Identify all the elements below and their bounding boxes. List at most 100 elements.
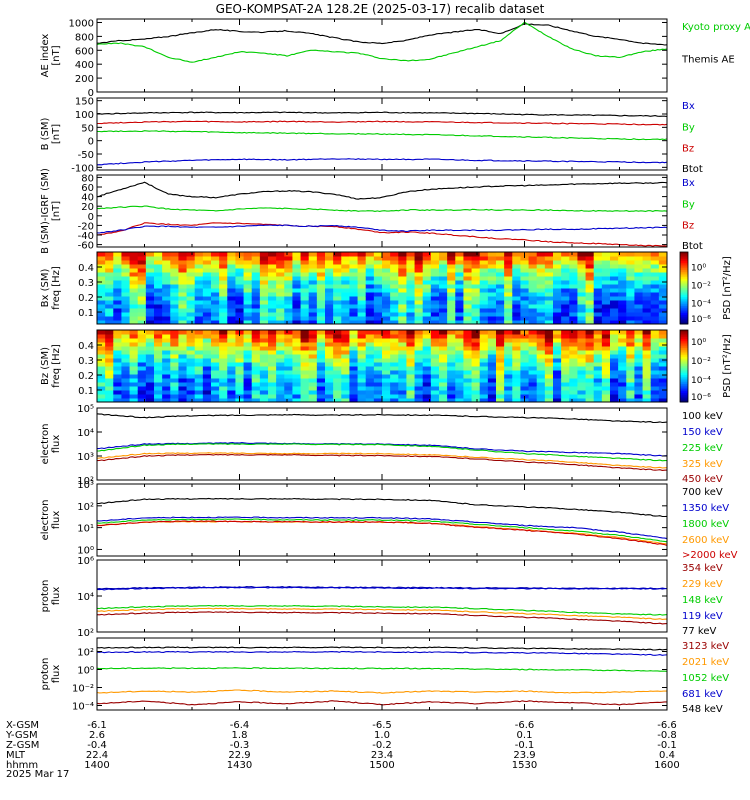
heatmap-cell <box>202 320 212 325</box>
heatmap-cell <box>601 284 611 289</box>
heatmap-cell <box>382 350 391 355</box>
heatmap-cell <box>479 272 489 277</box>
heatmap-cell <box>528 272 538 277</box>
heatmap-cell <box>626 398 635 403</box>
heatmap-cell <box>202 386 212 391</box>
heatmap-cell <box>341 378 350 383</box>
heatmap-cell <box>430 256 440 261</box>
heatmap-cell <box>447 366 456 371</box>
heatmap-cell <box>349 342 359 347</box>
heatmap-cell <box>186 292 196 297</box>
heatmap-cell <box>512 284 521 289</box>
heatmap-cell <box>300 394 310 399</box>
heatmap-cell <box>211 374 220 379</box>
heatmap-cell <box>626 296 635 301</box>
heatmap-cell <box>349 358 359 363</box>
heatmap-cell <box>447 330 456 335</box>
ytick-label: 10⁰ <box>77 666 94 677</box>
heatmap-cell <box>292 374 302 379</box>
legend-entry: 1350 keV <box>682 503 729 514</box>
heatmap-cell <box>194 300 204 305</box>
heatmap-cell <box>455 394 464 399</box>
heatmap-cell <box>553 284 562 289</box>
heatmap-cell <box>406 378 416 383</box>
heatmap-cell <box>243 272 253 277</box>
heatmap-cell <box>634 346 644 351</box>
heatmap-cell <box>129 338 139 343</box>
heatmap-cell <box>536 330 546 335</box>
heatmap-cell <box>300 350 310 355</box>
heatmap-cell <box>97 338 106 343</box>
heatmap-cell <box>553 320 562 325</box>
heatmap-cell <box>341 358 350 363</box>
heatmap-cell <box>276 264 285 269</box>
heatmap-cell <box>308 358 318 363</box>
heatmap-cell <box>373 316 383 321</box>
heatmap-cell <box>300 268 310 273</box>
heatmap-cell <box>251 370 261 375</box>
heatmap-cell <box>121 362 131 367</box>
heatmap-cell <box>170 382 179 387</box>
heatmap-cell <box>496 316 505 321</box>
heatmap-cell <box>251 272 261 277</box>
heatmap-cell <box>658 276 668 281</box>
heatmap-cell <box>390 256 399 261</box>
heatmap-cell <box>479 288 489 293</box>
heatmap-cell <box>447 350 456 355</box>
heatmap-cell <box>504 280 513 285</box>
heatmap-cell <box>512 320 521 325</box>
heatmap-cell <box>561 260 570 265</box>
heatmap-cell <box>447 292 456 297</box>
heatmap-cell <box>544 334 554 339</box>
heatmap-cell <box>577 342 587 347</box>
heatmap-cell <box>186 346 196 351</box>
heatmap-cell <box>439 342 448 347</box>
heatmap-cell <box>202 312 212 317</box>
heatmap-cell <box>202 276 212 281</box>
heatmap-cell <box>162 276 171 281</box>
heatmap-cell <box>544 296 554 301</box>
heatmap-cell <box>512 276 521 281</box>
heatmap-cell <box>544 362 554 367</box>
heatmap-cell <box>178 300 188 305</box>
ytick-label: 0.4 <box>78 263 94 274</box>
heatmap-cell <box>292 346 302 351</box>
heatmap-cell <box>520 312 530 317</box>
heatmap-cell <box>292 256 302 261</box>
heatmap-cell <box>642 346 652 351</box>
heatmap-cell <box>276 338 285 343</box>
heatmap-cell <box>382 284 391 289</box>
heatmap-cell <box>430 390 440 395</box>
heatmap-cell <box>496 252 505 257</box>
heatmap-cell <box>308 394 318 399</box>
heatmap-cell <box>561 398 570 403</box>
heatmap-cell <box>536 358 546 363</box>
heatmap-cell <box>561 300 570 305</box>
heatmap-cell <box>300 354 310 359</box>
heatmap-cell <box>414 312 424 317</box>
heatmap-cell <box>496 304 505 309</box>
heatmap-cell <box>178 366 188 371</box>
heatmap-cell <box>325 362 334 367</box>
heatmap-cell <box>610 312 619 317</box>
heatmap-cell <box>235 312 245 317</box>
heatmap-cell <box>439 334 448 339</box>
heatmap-cell <box>650 390 660 395</box>
heatmap-cell <box>406 366 416 371</box>
heatmap-cell <box>365 296 375 301</box>
heatmap-cell <box>235 370 245 375</box>
heatmap-cell <box>316 346 326 351</box>
heatmap-cell <box>365 252 375 257</box>
heatmap-cell <box>349 292 359 297</box>
series-line <box>96 650 668 656</box>
heatmap-cell <box>577 252 587 257</box>
heatmap-cell <box>634 370 644 375</box>
heatmap-cell <box>618 338 627 343</box>
heatmap-cell <box>471 268 481 273</box>
heatmap-cell <box>610 342 619 347</box>
heatmap-cell <box>658 346 668 351</box>
heatmap-cell <box>455 268 464 273</box>
heatmap-cell <box>626 280 635 285</box>
heatmap-cell <box>593 288 603 293</box>
